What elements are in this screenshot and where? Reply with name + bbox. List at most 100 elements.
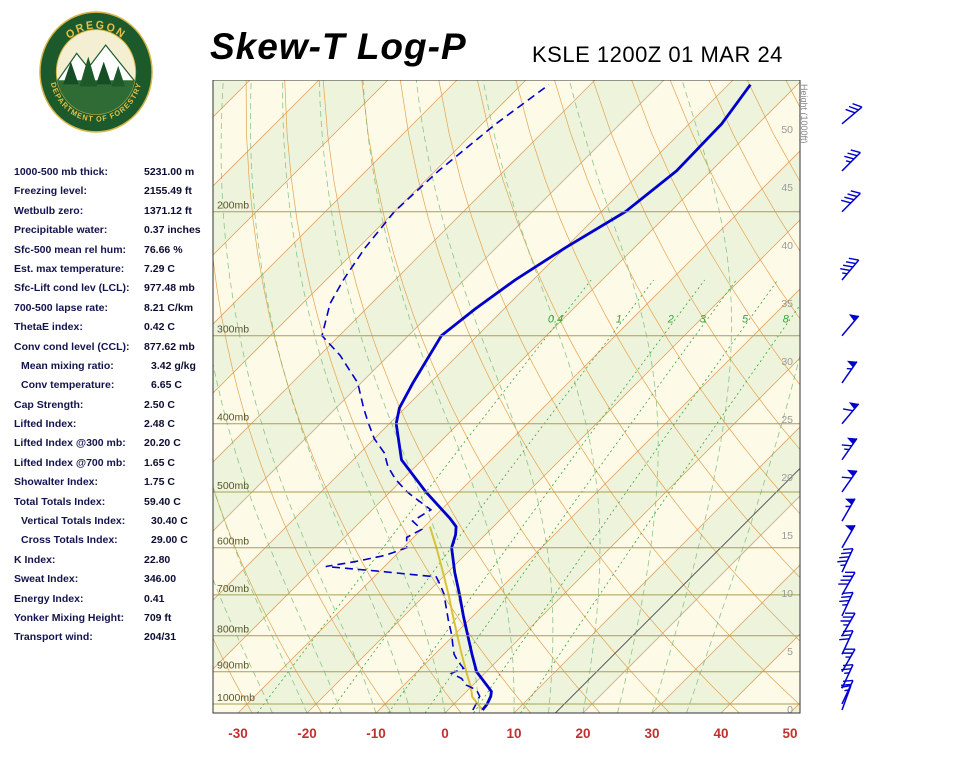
- wind-barb: [841, 498, 856, 522]
- temp-tick-label: 30: [644, 726, 659, 741]
- stat-row: Lifted Index: 2.48 C: [14, 418, 214, 437]
- stat-value: 59.40 C: [144, 495, 181, 508]
- stat-row: Conv temperature: 6.65 C: [14, 379, 214, 398]
- wind-barb: [841, 314, 860, 337]
- chart-plot-area: 0.4 1 2 3 5 8: [213, 80, 800, 713]
- stat-value: 6.65 C: [151, 379, 182, 392]
- stat-value: 7.29 C: [144, 262, 175, 275]
- skewt-plot: 0.4 1 2 3 5 8200mb300mb400mb500mb600mb700mb80…: [212, 80, 801, 741]
- stat-label: K Index:: [14, 553, 56, 566]
- height-tick-label: 30: [781, 356, 793, 368]
- wind-barbs-plot: [837, 102, 863, 711]
- temperature-line: [394, 83, 752, 711]
- stat-label: Sfc-Lift cond lev (LCL):: [14, 282, 130, 295]
- stat-value: 0.37 inches: [144, 224, 201, 237]
- stat-row: Vertical Totals Index: 30.40 C: [14, 515, 214, 534]
- temp-tick-label: -30: [228, 726, 248, 741]
- stat-row: K Index: 22.80: [14, 554, 214, 573]
- stat-value: 1.75 C: [144, 476, 175, 489]
- stat-label: 700-500 lapse rate:: [14, 301, 108, 314]
- stat-label: Mean mixing ratio:: [21, 359, 114, 372]
- pressure-label: 1000mb: [217, 692, 255, 704]
- stat-row: Sfc-500 mean rel hum: 76.66 %: [14, 244, 214, 263]
- stat-row: Conv cond level (CCL): 877.62 mb: [14, 341, 214, 360]
- stat-row: 700-500 lapse rate: 8.21 C/km: [14, 302, 214, 321]
- stat-value: 977.48 mb: [144, 282, 195, 295]
- stat-value: 204/31: [144, 631, 177, 644]
- mixing-ratio-label: 0.4: [548, 313, 563, 325]
- mixing-ratio-label: 5: [742, 313, 749, 325]
- pressure-label: 800mb: [217, 624, 249, 636]
- stat-label: Showalter Index:: [14, 476, 99, 489]
- stat-label: Lifted Index @300 mb:: [14, 437, 126, 450]
- stat-value: 2155.49 ft: [144, 185, 192, 198]
- temp-tick-label: -20: [297, 726, 317, 741]
- pressure-label: 700mb: [217, 583, 249, 595]
- stat-label: Wetbulb zero:: [14, 204, 84, 217]
- temp-tick-label: 40: [713, 726, 728, 741]
- wind-barb: [841, 648, 856, 673]
- stat-row: Sweat Index: 346.00: [14, 573, 214, 592]
- wind-barb: [841, 469, 858, 493]
- stat-value: 22.80: [144, 553, 171, 566]
- stat-row: Lifted Index @700 mb: 1.65 C: [14, 457, 214, 476]
- stat-value: 2.48 C: [144, 418, 175, 431]
- stat-value: 1.65 C: [144, 456, 175, 469]
- stat-label: Cross Totals Index:: [21, 534, 118, 547]
- temp-tick-label: 50: [782, 726, 797, 741]
- stat-label: Lifted Index @700 mb:: [14, 456, 126, 469]
- stat-label: Vertical Totals Index:: [21, 515, 126, 528]
- stat-row: Total Totals Index: 59.40 C: [14, 496, 214, 515]
- pressure-label: 900mb: [217, 660, 249, 672]
- temp-tick-label: 0: [441, 726, 449, 741]
- height-tick-label: 40: [781, 240, 793, 252]
- stat-row: Lifted Index @300 mb: 20.20 C: [14, 437, 214, 456]
- wind-barb: [840, 612, 856, 637]
- stat-value: 76.66 %: [144, 243, 183, 256]
- height-tick-label: 10: [781, 588, 793, 600]
- stat-value: 29.00 C: [151, 534, 188, 547]
- tree-icon: [96, 61, 112, 85]
- stat-label: Freezing level:: [14, 185, 87, 198]
- height-tick-label: 0: [787, 704, 793, 716]
- stat-row: Freezing level: 2155.49 ft: [14, 185, 214, 204]
- mixing-ratio-label: 3: [700, 313, 707, 325]
- stat-row: Cross Totals Index: 29.00 C: [14, 534, 214, 553]
- tree-icon: [111, 65, 125, 87]
- stat-value: 346.00: [144, 573, 177, 586]
- stat-label: Sfc-500 mean rel hum:: [14, 243, 127, 256]
- height-axis-ticks: 0 5 10 15 20 25 30 35 40 45 50: [781, 124, 793, 716]
- temp-axis-ticks: -30 -20 -10 0 10 20 30 40 50: [228, 726, 797, 741]
- height-tick-label: 15: [781, 530, 793, 542]
- dewpoint-line: [321, 84, 550, 711]
- tree-icon: [63, 61, 79, 85]
- stat-row: Cap Strength: 2.50 C: [14, 399, 214, 418]
- tree-icon: [79, 56, 97, 87]
- stat-row: 1000-500 mb thick: 5231.00 m: [14, 166, 214, 185]
- pressure-label: 300mb: [217, 324, 249, 336]
- stat-label: Est. max temperature:: [14, 262, 125, 275]
- height-tick-label: 50: [781, 124, 793, 136]
- stat-row: Mean mixing ratio: 3.42 g/kg: [14, 360, 214, 379]
- wind-barb: [838, 571, 856, 596]
- pressure-label: 500mb: [217, 480, 249, 492]
- stat-value: 1371.12 ft: [144, 204, 192, 217]
- temp-tick-label: 20: [575, 726, 590, 741]
- wind-barb-column: [812, 80, 922, 760]
- stat-row: Transport wind: 204/31: [14, 631, 214, 650]
- mixing-ratio-label: 8: [783, 313, 790, 325]
- stat-value: 5231.00 m: [144, 166, 195, 178]
- chart-border: [212, 80, 801, 714]
- wind-barb: [841, 149, 861, 172]
- wind-barb: [840, 257, 860, 281]
- odf-logo: OREGON DEPARTMENT OF FORESTRY: [38, 10, 154, 134]
- stat-row: ThetaE index: 0.42 C: [14, 321, 214, 340]
- page-title: Skew-T Log-P: [210, 26, 467, 67]
- pressure-label: 600mb: [217, 536, 249, 548]
- stat-row: Energy Index: 0.41: [14, 593, 214, 612]
- stat-label: Energy Index:: [14, 592, 84, 605]
- height-tick-label: 25: [781, 414, 793, 426]
- stats-panel: 1000-500 mb thick: 5231.00 m Freezing leve…: [14, 166, 214, 651]
- stat-value: 877.62 mb: [144, 340, 195, 353]
- wind-barb: [841, 360, 858, 384]
